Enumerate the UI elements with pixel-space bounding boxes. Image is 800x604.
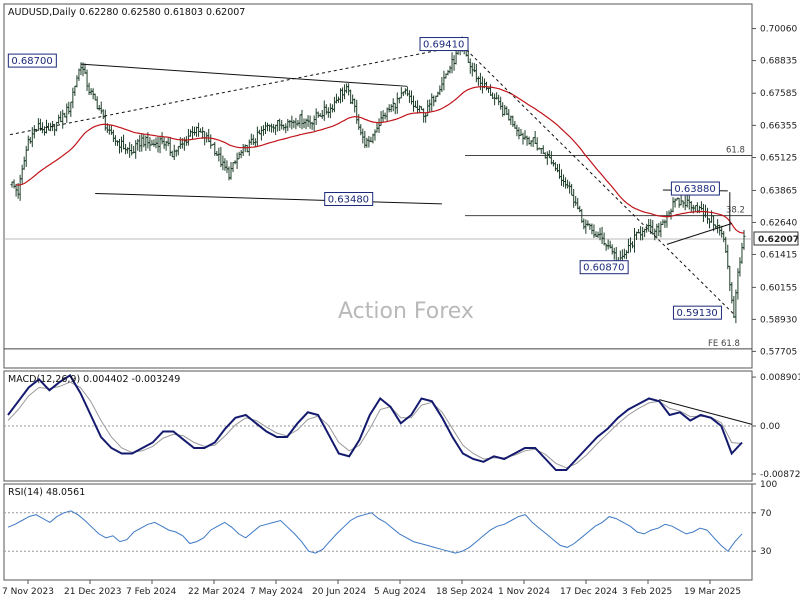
ema-line <box>16 85 745 234</box>
trendline-dashed-decline <box>461 45 735 315</box>
triangle-bottom <box>666 223 732 245</box>
x-tick-label: 21 Dec 2023 <box>64 587 122 597</box>
x-tick-label: 7 Nov 2023 <box>2 587 54 597</box>
trendline-dotted-channel <box>9 45 463 136</box>
price-y-tick-label: 0.66355 <box>760 121 797 131</box>
fib-level-label: FE 61.8 <box>708 339 740 349</box>
price-bars <box>10 36 746 324</box>
x-tick-label: 7 Feb 2024 <box>126 587 177 597</box>
price-annotation-label: 0.63880 <box>674 184 715 195</box>
price-annotation-label: 0.68700 <box>11 56 52 67</box>
price-annotation-label: 0.59130 <box>676 308 717 319</box>
rsi-y-tick-label: 30 <box>760 547 772 557</box>
price-y-tick-label: 0.61415 <box>760 250 797 260</box>
price-annotation-label: 0.63480 <box>328 195 369 206</box>
watermark-text: Action Forex <box>338 299 474 324</box>
x-tick-label: 22 Mar 2024 <box>188 587 245 597</box>
x-tick-label: 18 Sep 2024 <box>436 587 493 597</box>
current-price-box <box>753 231 799 246</box>
macd-y-tick-label: 0.008901 <box>760 373 800 383</box>
x-tick-label: 20 Jun 2024 <box>312 587 366 597</box>
panel-frame-1 <box>3 3 753 369</box>
price-annotation-box <box>579 260 629 275</box>
price-y-tick-label: 0.57705 <box>760 347 797 357</box>
x-tick-label: 19 Mar 2025 <box>684 587 741 597</box>
macd-signal-line <box>7 381 743 469</box>
fib-level-label: 61.8 <box>726 146 745 156</box>
current-price-label: 0.62007 <box>758 235 799 245</box>
price-y-tick-label: 0.68835 <box>760 57 797 67</box>
price-annotation-box <box>672 305 722 320</box>
macd-title: MACD(12,26,9) 0.004402 -0.003249 <box>8 374 180 385</box>
macd-y-tick-label: -0.008729 <box>760 470 800 480</box>
price-annotation-box <box>324 192 374 207</box>
price-y-tick-label: 0.63865 <box>760 186 797 196</box>
price-y-tick-label: 0.65125 <box>760 154 797 164</box>
macd-y-tick-label: 0.00 <box>760 422 780 432</box>
rsi-line <box>7 510 743 554</box>
price-annotation-label: 0.69410 <box>423 40 464 51</box>
x-tick-label: 7 May 2024 <box>250 587 303 597</box>
panel-frame-3 <box>3 483 753 581</box>
price-annotation-box <box>419 37 469 52</box>
trendline-resistance <box>80 63 408 87</box>
rsi-y-tick-label: 100 <box>760 480 777 490</box>
x-tick-label: 1 Nov 2024 <box>498 587 550 597</box>
rsi-title: RSI(14) 48.0561 <box>8 487 85 498</box>
price-annotation-box <box>670 181 720 196</box>
rsi-y-tick-label: 70 <box>760 509 772 519</box>
macd-line <box>7 373 743 471</box>
macd-trendline <box>659 399 753 425</box>
price-annotation-box <box>7 53 57 68</box>
price-y-tick-label: 0.62640 <box>760 218 797 228</box>
x-tick-label: 3 Feb 2025 <box>622 587 672 597</box>
price-y-tick-label: 0.67585 <box>760 89 797 99</box>
x-tick-label: 5 Aug 2024 <box>374 587 426 597</box>
trendline-support <box>95 192 442 205</box>
price-annotation-label: 0.60870 <box>583 263 624 274</box>
x-tick-label: 17 Dec 2024 <box>560 587 618 597</box>
chart-title-header: AUDUSD,Daily 0.62280 0.62580 0.61803 0.6… <box>8 7 245 18</box>
price-y-tick-label: 0.70060 <box>760 25 797 35</box>
price-y-tick-label: 0.60155 <box>760 283 797 293</box>
fib-level-label: 38.2 <box>726 206 745 216</box>
price-y-tick-label: 0.58930 <box>760 315 797 325</box>
